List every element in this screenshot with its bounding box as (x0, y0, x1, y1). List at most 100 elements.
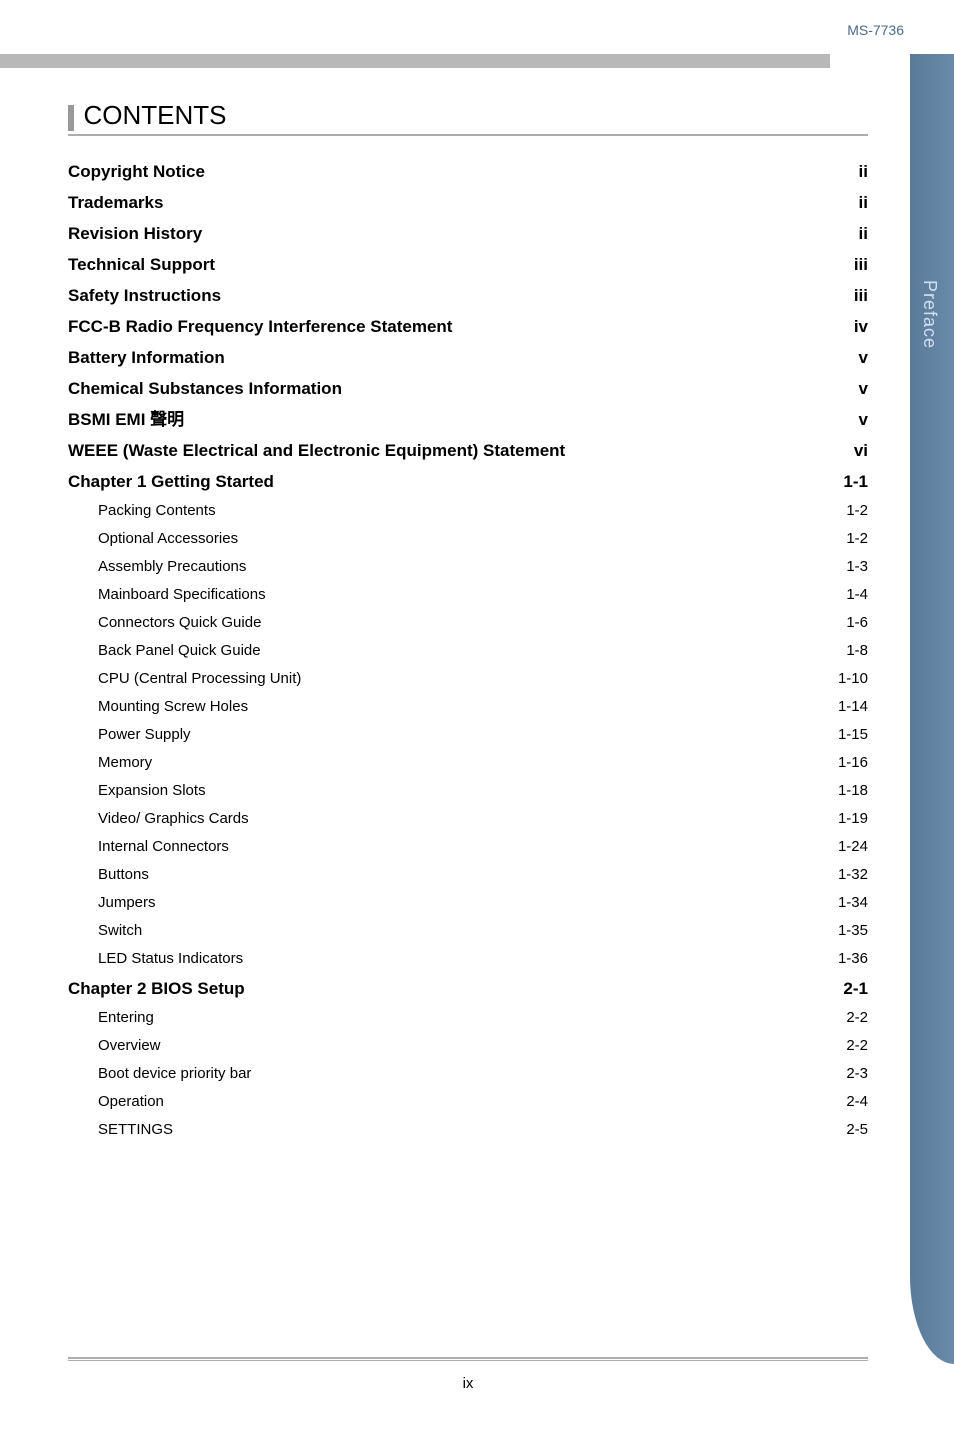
toc-entry-label: Optional Accessories (98, 525, 238, 553)
gray-divider-bar (0, 54, 830, 68)
toc-entry-label: Safety Instructions (68, 280, 221, 311)
toc-entry: Entering2-2 (68, 1004, 868, 1032)
toc-dots (243, 948, 834, 963)
footer-line-top (68, 1357, 868, 1359)
toc-dots (191, 724, 834, 739)
toc-dots (161, 1035, 843, 1050)
toc-entry-label: SETTINGS (98, 1116, 173, 1144)
toc-dots (249, 808, 834, 823)
toc-dots (452, 315, 849, 332)
toc-entry: Overview2-2 (68, 1032, 868, 1060)
toc-dots (202, 222, 854, 239)
toc-entry-page: 1-3 (842, 553, 868, 581)
toc-entry: Jumpers1-34 (68, 889, 868, 917)
toc-entry: Chapter 2 BIOS Setup2-1 (68, 973, 868, 1004)
toc-dots (261, 640, 843, 655)
toc-entry-label: Chapter 2 BIOS Setup (68, 973, 245, 1004)
toc-entry: Operation2-4 (68, 1088, 868, 1116)
toc-entry-label: Boot device priority bar (98, 1060, 251, 1088)
toc-dots (238, 528, 842, 543)
toc-entry: Back Panel Quick Guide1-8 (68, 637, 868, 665)
side-label: Preface (919, 280, 940, 349)
toc-entry-label: Mainboard Specifications (98, 581, 266, 609)
toc-entry-page: 2-2 (842, 1032, 868, 1060)
toc-dots (149, 864, 834, 879)
toc-dots (156, 892, 834, 907)
toc-entry-page: 1-14 (834, 693, 868, 721)
toc-dots (342, 377, 855, 394)
toc-entry-page: 1-6 (842, 609, 868, 637)
toc-entry-page: 1-24 (834, 833, 868, 861)
page-number: ix (68, 1375, 868, 1392)
toc-container: Copyright NoticeiiTrademarksiiRevision H… (68, 156, 868, 1144)
contents-title: CONTENTS (83, 100, 226, 131)
toc-entry-label: CPU (Central Processing Unit) (98, 665, 301, 693)
toc-entry-page: 1-2 (842, 525, 868, 553)
toc-dots (163, 191, 854, 208)
toc-entry-page: iii (850, 280, 868, 311)
toc-entry: Connectors Quick Guide 1-6 (68, 609, 868, 637)
document-id: MS-7736 (847, 22, 904, 38)
toc-entry: Power Supply 1-15 (68, 721, 868, 749)
toc-entry: LED Status Indicators 1-36 (68, 945, 868, 973)
toc-entry-page: 1-36 (834, 945, 868, 973)
toc-entry-label: WEEE (Waste Electrical and Electronic Eq… (68, 435, 565, 466)
toc-entry-page: 1-2 (842, 497, 868, 525)
toc-dots (266, 584, 843, 599)
toc-entry: FCC-B Radio Frequency Interference State… (68, 311, 868, 342)
side-curve-panel (910, 54, 954, 1364)
toc-entry-page: 1-1 (839, 466, 868, 497)
toc-dots (221, 284, 850, 301)
toc-entry-page: 1-16 (834, 749, 868, 777)
toc-entry-label: Power Supply (98, 721, 191, 749)
toc-entry: Mainboard Specifications 1-4 (68, 581, 868, 609)
toc-entry-page: 1-4 (842, 581, 868, 609)
toc-entry-label: Entering (98, 1004, 154, 1032)
toc-entry: Technical Supportiii (68, 249, 868, 280)
toc-entry: CPU (Central Processing Unit)1-10 (68, 665, 868, 693)
toc-dots (274, 470, 840, 487)
toc-entry-page: 1-18 (834, 777, 868, 805)
toc-entry-page: v (855, 404, 868, 435)
footer: ix (68, 1357, 868, 1392)
toc-entry: Revision Historyii (68, 218, 868, 249)
toc-entry: Copyright Notice ii (68, 156, 868, 187)
toc-entry: Trademarksii (68, 187, 868, 218)
toc-entry: Chapter 1 Getting Started 1-1 (68, 466, 868, 497)
toc-entry-page: ii (855, 156, 868, 187)
title-underline (68, 134, 868, 136)
toc-entry-label: Connectors Quick Guide (98, 609, 261, 637)
toc-dots (246, 556, 842, 571)
toc-entry-page: v (855, 373, 868, 404)
toc-dots (248, 696, 834, 711)
toc-entry-label: Internal Connectors (98, 833, 229, 861)
toc-entry-page: iv (850, 311, 868, 342)
toc-entry-page: vi (850, 435, 868, 466)
toc-entry-label: Chemical Substances Information (68, 373, 342, 404)
toc-entry-page: iii (850, 249, 868, 280)
toc-entry-page: 1-32 (834, 861, 868, 889)
toc-dots (225, 346, 855, 363)
toc-entry: Memory1-16 (68, 749, 868, 777)
toc-entry: Internal Connectors 1-24 (68, 833, 868, 861)
toc-entry-label: LED Status Indicators (98, 945, 243, 973)
toc-dots (245, 977, 840, 994)
toc-entry-page: 2-3 (842, 1060, 868, 1088)
toc-dots (261, 612, 842, 627)
toc-entry-label: Video/ Graphics Cards (98, 805, 249, 833)
toc-entry-label: Trademarks (68, 187, 163, 218)
toc-entry: SETTINGS2-5 (68, 1116, 868, 1144)
toc-entry-page: 1-15 (834, 721, 868, 749)
toc-dots (206, 780, 834, 795)
toc-entry-label: Copyright Notice (68, 156, 205, 187)
toc-entry: Buttons 1-32 (68, 861, 868, 889)
toc-dots (216, 500, 843, 515)
toc-dots (152, 752, 834, 767)
toc-entry-label: Chapter 1 Getting Started (68, 466, 274, 497)
toc-dots (164, 1091, 842, 1106)
toc-entry-page: ii (855, 218, 868, 249)
toc-entry-page: 1-35 (834, 917, 868, 945)
toc-entry: BSMI EMI 聲明v (68, 404, 868, 435)
toc-entry: Battery Informationv (68, 342, 868, 373)
toc-entry-label: Buttons (98, 861, 149, 889)
